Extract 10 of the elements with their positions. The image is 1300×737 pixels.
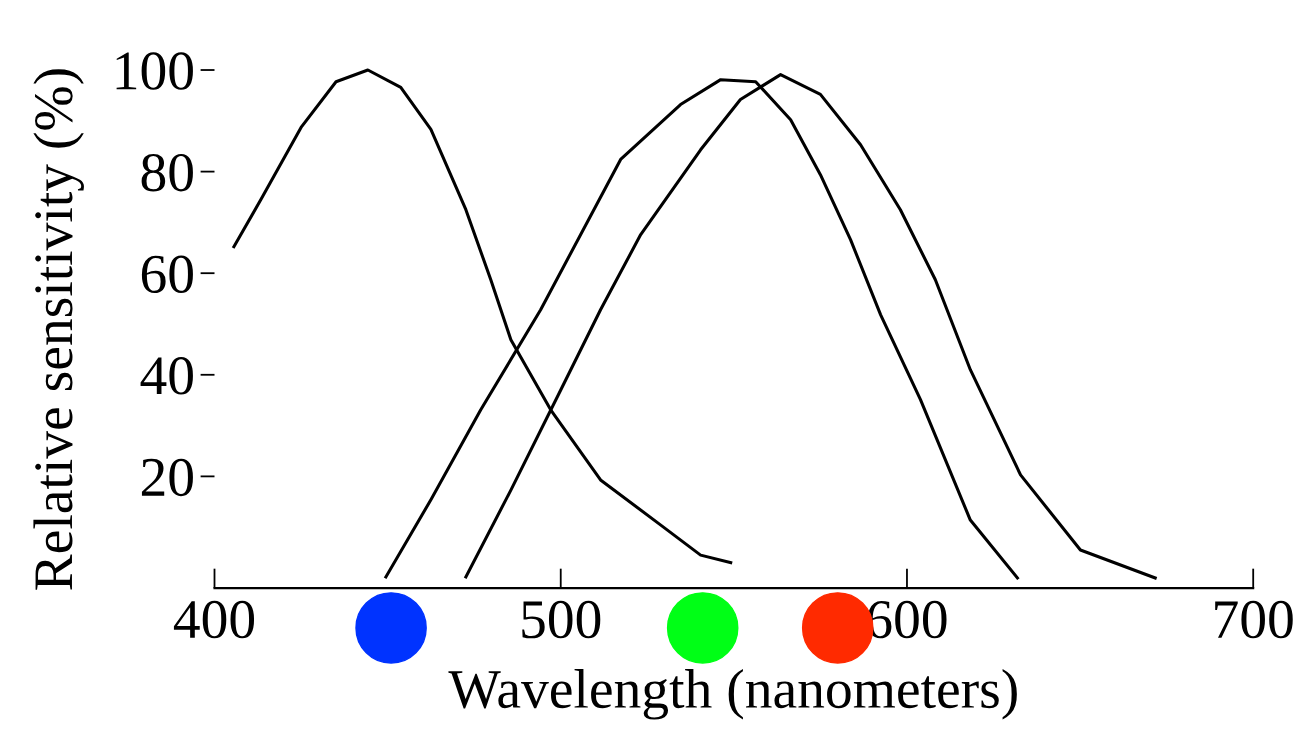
x-axis-title: Wavelength (nanometers) xyxy=(448,669,1017,720)
y-tick-label: 80 xyxy=(141,153,193,192)
y-tick-label: 100 xyxy=(116,52,193,90)
y-tick-label: 60 xyxy=(141,255,193,294)
x-tick-label: 500 xyxy=(522,600,601,639)
y-axis-title: Relative sensitivity (%) xyxy=(33,69,84,590)
x-tick-label: 400 xyxy=(173,600,255,639)
y-tick-label: 20 xyxy=(141,458,193,497)
x-tick-label: 700 xyxy=(1215,600,1293,639)
y-tick-label: 40 xyxy=(140,357,193,395)
